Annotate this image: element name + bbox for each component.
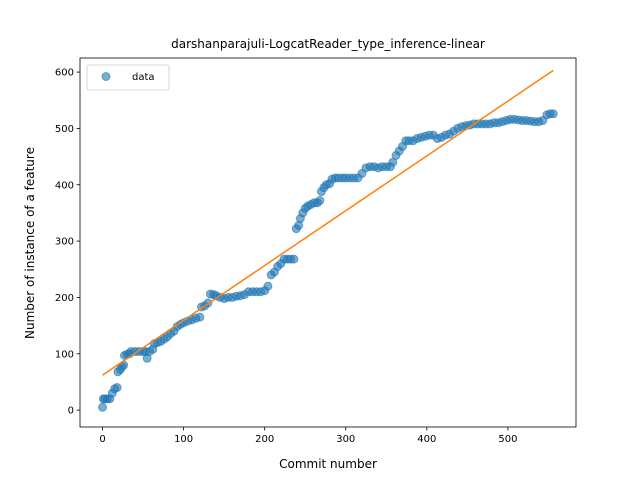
- x-tick-label: 0: [99, 434, 105, 445]
- x-tick-label: 400: [417, 434, 436, 445]
- legend-box: [86, 64, 170, 91]
- y-axis: 0 100 200 300 400 500 600: [55, 68, 80, 417]
- data-point: [315, 196, 325, 206]
- y-tick-label: 400: [55, 180, 74, 191]
- y-tick-label: 100: [55, 349, 74, 360]
- y-tick-label: 300: [55, 237, 74, 248]
- plot-area: [98, 69, 558, 412]
- x-tick-label: 100: [174, 434, 193, 445]
- legend-marker: [101, 72, 111, 81]
- y-tick-label: 0: [68, 406, 74, 417]
- x-tick-label: 500: [498, 434, 517, 445]
- x-axis-label: Commit number: [279, 457, 377, 471]
- x-tick-label: 300: [336, 434, 355, 445]
- data-point: [263, 281, 273, 291]
- data-point: [548, 109, 558, 119]
- fit-line: [102, 69, 554, 376]
- y-tick-label: 200: [55, 293, 74, 304]
- legend: data: [86, 64, 170, 91]
- data-point: [195, 312, 205, 322]
- data-point: [289, 254, 299, 264]
- y-tick-label: 600: [55, 68, 74, 79]
- data-point: [98, 402, 108, 412]
- data-point: [112, 383, 122, 393]
- legend-label-data: data: [132, 72, 155, 83]
- y-tick-label: 500: [55, 124, 74, 135]
- y-axis-label: Number of instance of a feature: [23, 147, 37, 339]
- x-tick-label: 200: [255, 434, 274, 445]
- chart-title: darshanparajuli-LogcatReader_type_infere…: [171, 37, 485, 51]
- axes-frame: [79, 57, 577, 428]
- x-axis: 0 100 200 300 400 500: [99, 427, 517, 445]
